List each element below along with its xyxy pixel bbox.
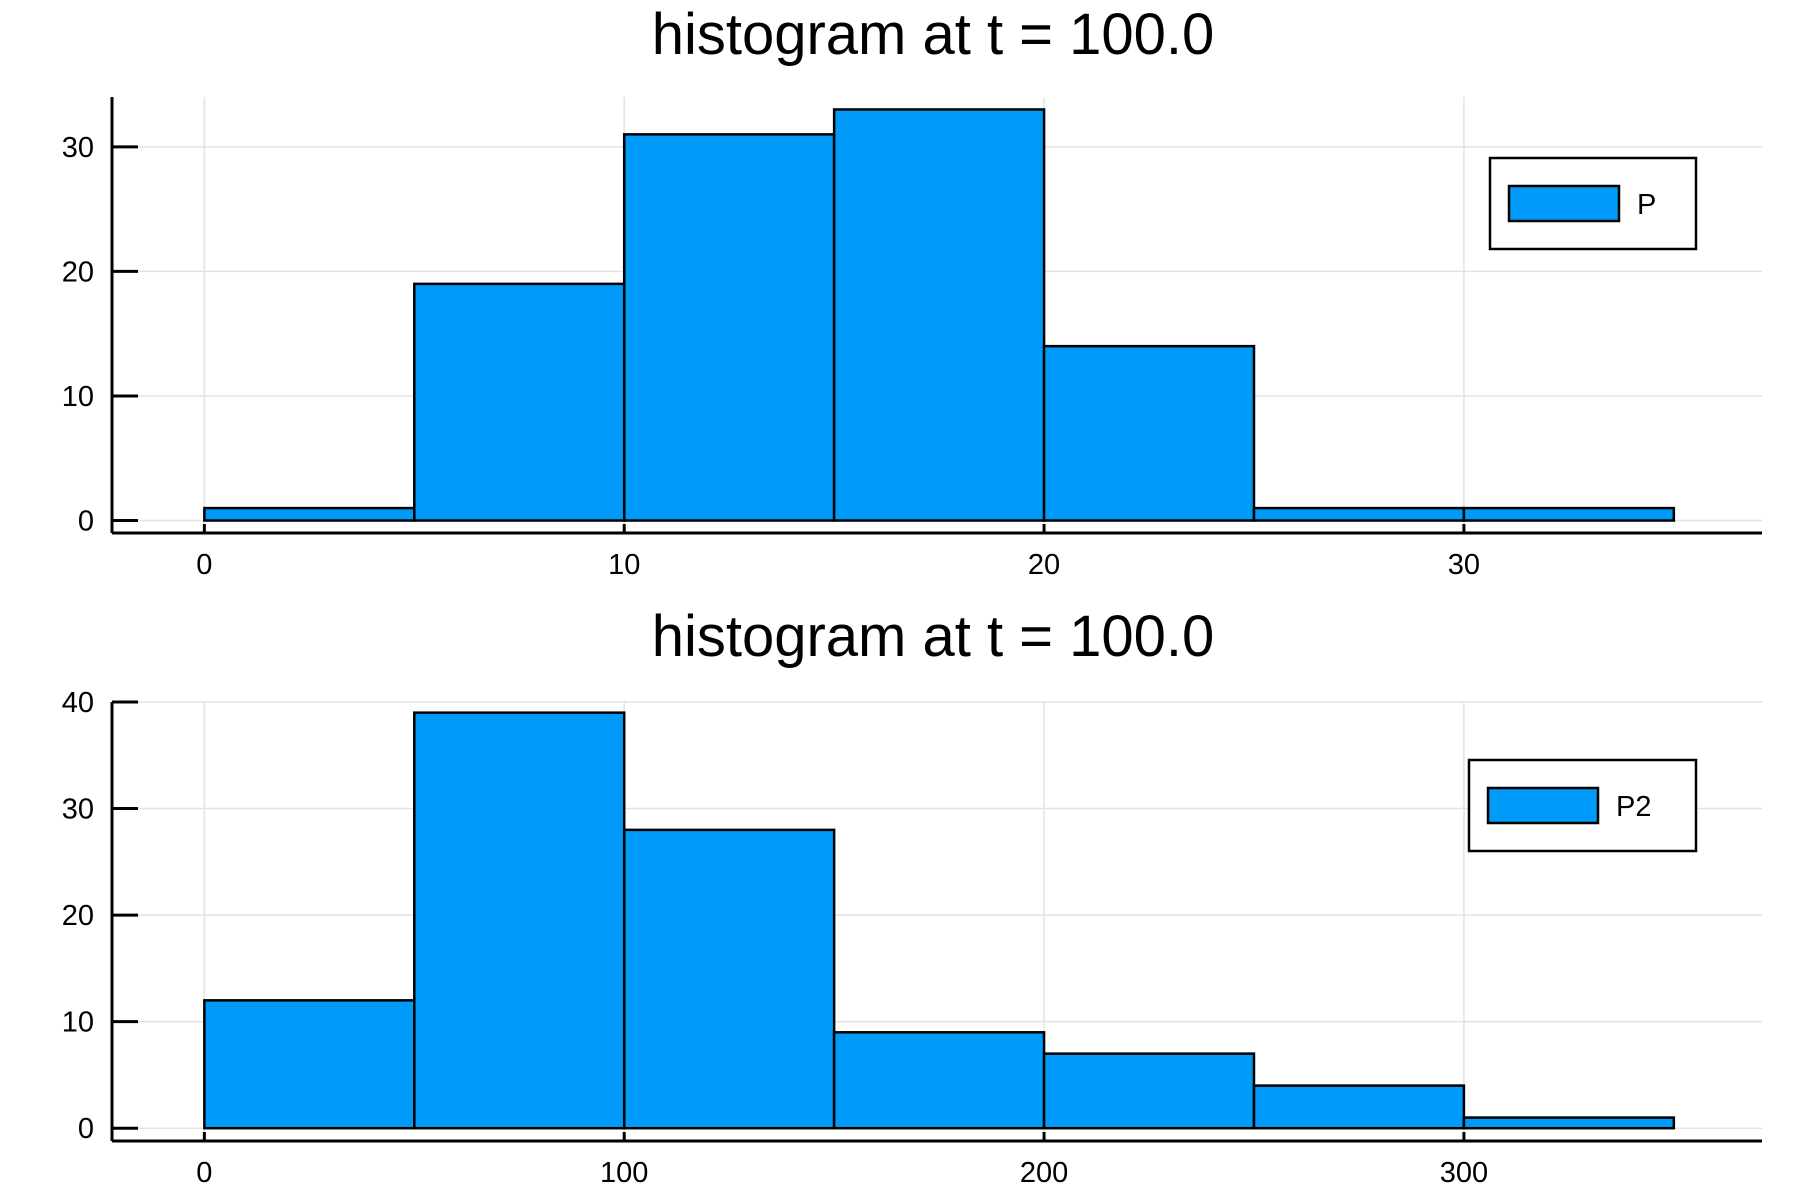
legend-label-bottom: P2 xyxy=(1616,791,1651,823)
histogram-bar xyxy=(413,282,626,522)
histogram-bar xyxy=(413,711,626,1130)
y-tick-label: 20 xyxy=(62,900,94,932)
histogram-panel-top: histogram at t = 100.0 0 10 20 30 0 10 20 30 P xyxy=(62,2,1762,581)
histogram-bar xyxy=(1252,506,1466,522)
y-tick-label: 0 xyxy=(78,506,94,538)
legend-swatch-top xyxy=(1507,184,1621,223)
legend-bottom: P2 xyxy=(1467,758,1698,853)
histogram-bar xyxy=(1462,506,1676,522)
y-tick-label: 30 xyxy=(62,794,94,826)
histogram-bar xyxy=(1042,344,1256,522)
histogram-bar xyxy=(1462,1116,1676,1130)
y-tick-label: 30 xyxy=(62,132,94,164)
legend-top: P xyxy=(1488,156,1698,251)
y-tick-label: 10 xyxy=(62,1007,94,1039)
histogram-bar xyxy=(832,108,1046,522)
histogram-bar xyxy=(622,133,836,522)
y-tick-label: 40 xyxy=(62,687,94,719)
ticks-bottom: 0 100 200 300 0 10 20 30 40 xyxy=(62,687,1488,1189)
x-tick-label: 200 xyxy=(1020,1157,1068,1189)
y-tick-label: 20 xyxy=(62,256,94,288)
axes-top xyxy=(110,97,1762,535)
x-tick-label: 0 xyxy=(196,549,212,581)
y-tick-label: 0 xyxy=(78,1113,94,1145)
histogram-bar xyxy=(622,828,836,1130)
histogram-bar xyxy=(1042,1052,1256,1130)
histogram-bar xyxy=(203,506,416,522)
histogram-bar xyxy=(203,999,416,1130)
histogram-panel-bottom: histogram at t = 100.0 0 100 200 300 0 10 20 30… xyxy=(62,604,1762,1189)
x-tick-label: 30 xyxy=(1448,549,1480,581)
histogram-bar xyxy=(1252,1084,1466,1130)
axes-bottom xyxy=(110,702,1762,1143)
x-tick-label: 100 xyxy=(600,1157,648,1189)
histogram-bar xyxy=(832,1031,1046,1130)
x-tick-label: 0 xyxy=(196,1157,212,1189)
bars-top xyxy=(203,108,1676,522)
legend-swatch-bottom xyxy=(1486,786,1600,825)
bars-bottom xyxy=(203,711,1676,1130)
x-tick-label: 20 xyxy=(1028,549,1060,581)
legend-label-top: P xyxy=(1637,189,1656,221)
chart-title-top: histogram at t = 100.0 xyxy=(652,2,1215,67)
x-tick-label: 300 xyxy=(1440,1157,1488,1189)
ticks-top: 0 10 20 30 0 10 20 30 xyxy=(62,132,1480,581)
y-tick-label: 10 xyxy=(62,381,94,413)
x-tick-label: 10 xyxy=(608,549,640,581)
chart-title-bottom: histogram at t = 100.0 xyxy=(652,604,1215,669)
